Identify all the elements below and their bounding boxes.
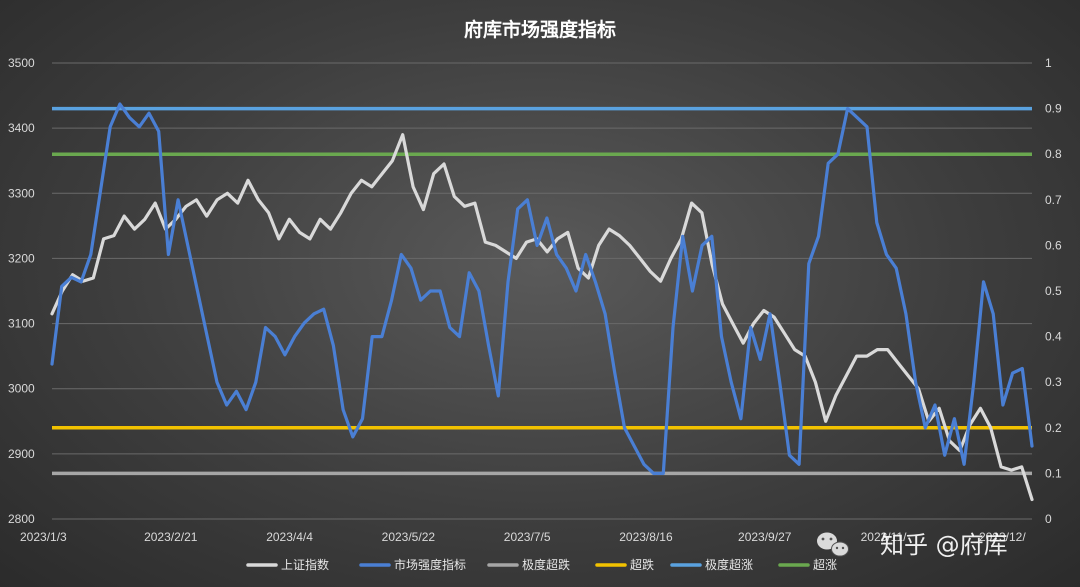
gridlines	[52, 62, 1032, 520]
left-tick-label: 3100	[8, 317, 35, 331]
series-line-1	[50, 102, 1034, 475]
right-tick-label: 0.1	[1045, 466, 1062, 480]
left-tick-label: 3400	[8, 121, 35, 135]
right-axis-ticks: 0 0.1 0.2 0.3 0.4 0.5 0.6 0.7 0.8 0.9 1	[1045, 56, 1062, 526]
right-tick-label: 1	[1045, 56, 1052, 70]
legend-label: 极度超涨	[705, 557, 753, 572]
right-tick-label: 0.5	[1045, 284, 1062, 298]
left-tick-label: 3300	[8, 186, 35, 200]
x-tick-label: 2023/1/3	[20, 530, 67, 544]
chart-title: 府库市场强度指标	[464, 18, 616, 41]
right-tick-label: 0.6	[1045, 238, 1062, 252]
x-tick-label: 2023/8/16	[619, 530, 673, 544]
x-tick-label: 2023/2/21	[144, 530, 198, 544]
watermark: 知乎 @府库	[817, 531, 1008, 559]
series-layer	[50, 102, 1034, 502]
wechat-icon	[817, 532, 849, 557]
right-tick-label: 0.7	[1045, 193, 1062, 207]
left-tick-label: 3500	[8, 56, 35, 70]
right-tick-label: 0.8	[1045, 147, 1062, 161]
right-tick-label: 0.3	[1045, 375, 1062, 389]
left-axis-ticks: 2800 2900 3000 3100 3200 3300 3400 3500	[8, 56, 35, 526]
x-tick-label: 2023/4/4	[266, 530, 313, 544]
right-tick-label: 0.9	[1045, 102, 1062, 116]
x-tick-label: 2023/11/	[861, 530, 907, 544]
right-tick-label: 0.2	[1045, 421, 1062, 435]
x-tick-label: 2023/7/5	[504, 530, 551, 544]
legend-label: 市场强度指标	[394, 557, 466, 572]
x-axis-ticks: 2023/1/3 2023/2/21 2023/4/4 2023/5/22 2023/7…	[20, 530, 1026, 544]
left-tick-label: 2900	[8, 447, 35, 461]
left-tick-label: 3200	[8, 251, 35, 265]
x-tick-label: 2023/9/27	[738, 530, 792, 544]
left-tick-label: 3000	[8, 382, 35, 396]
series-line-0	[50, 133, 1034, 502]
right-tick-label: 0.4	[1045, 330, 1062, 344]
watermark-text: 知乎 @府库	[880, 531, 1008, 559]
x-tick-label: 2023/12/	[979, 530, 1026, 544]
x-tick-label: 2023/5/22	[382, 530, 436, 544]
legend: 上证指数 市场强度指标 极度超跌 超跌 极度超涨 超涨	[246, 557, 837, 572]
left-tick-label: 2800	[8, 512, 35, 526]
legend-label: 上证指数	[281, 557, 329, 572]
legend-label: 超跌	[630, 557, 654, 572]
legend-label: 超涨	[813, 557, 837, 572]
right-tick-label: 0	[1045, 512, 1052, 526]
legend-label: 极度超跌	[522, 557, 570, 572]
